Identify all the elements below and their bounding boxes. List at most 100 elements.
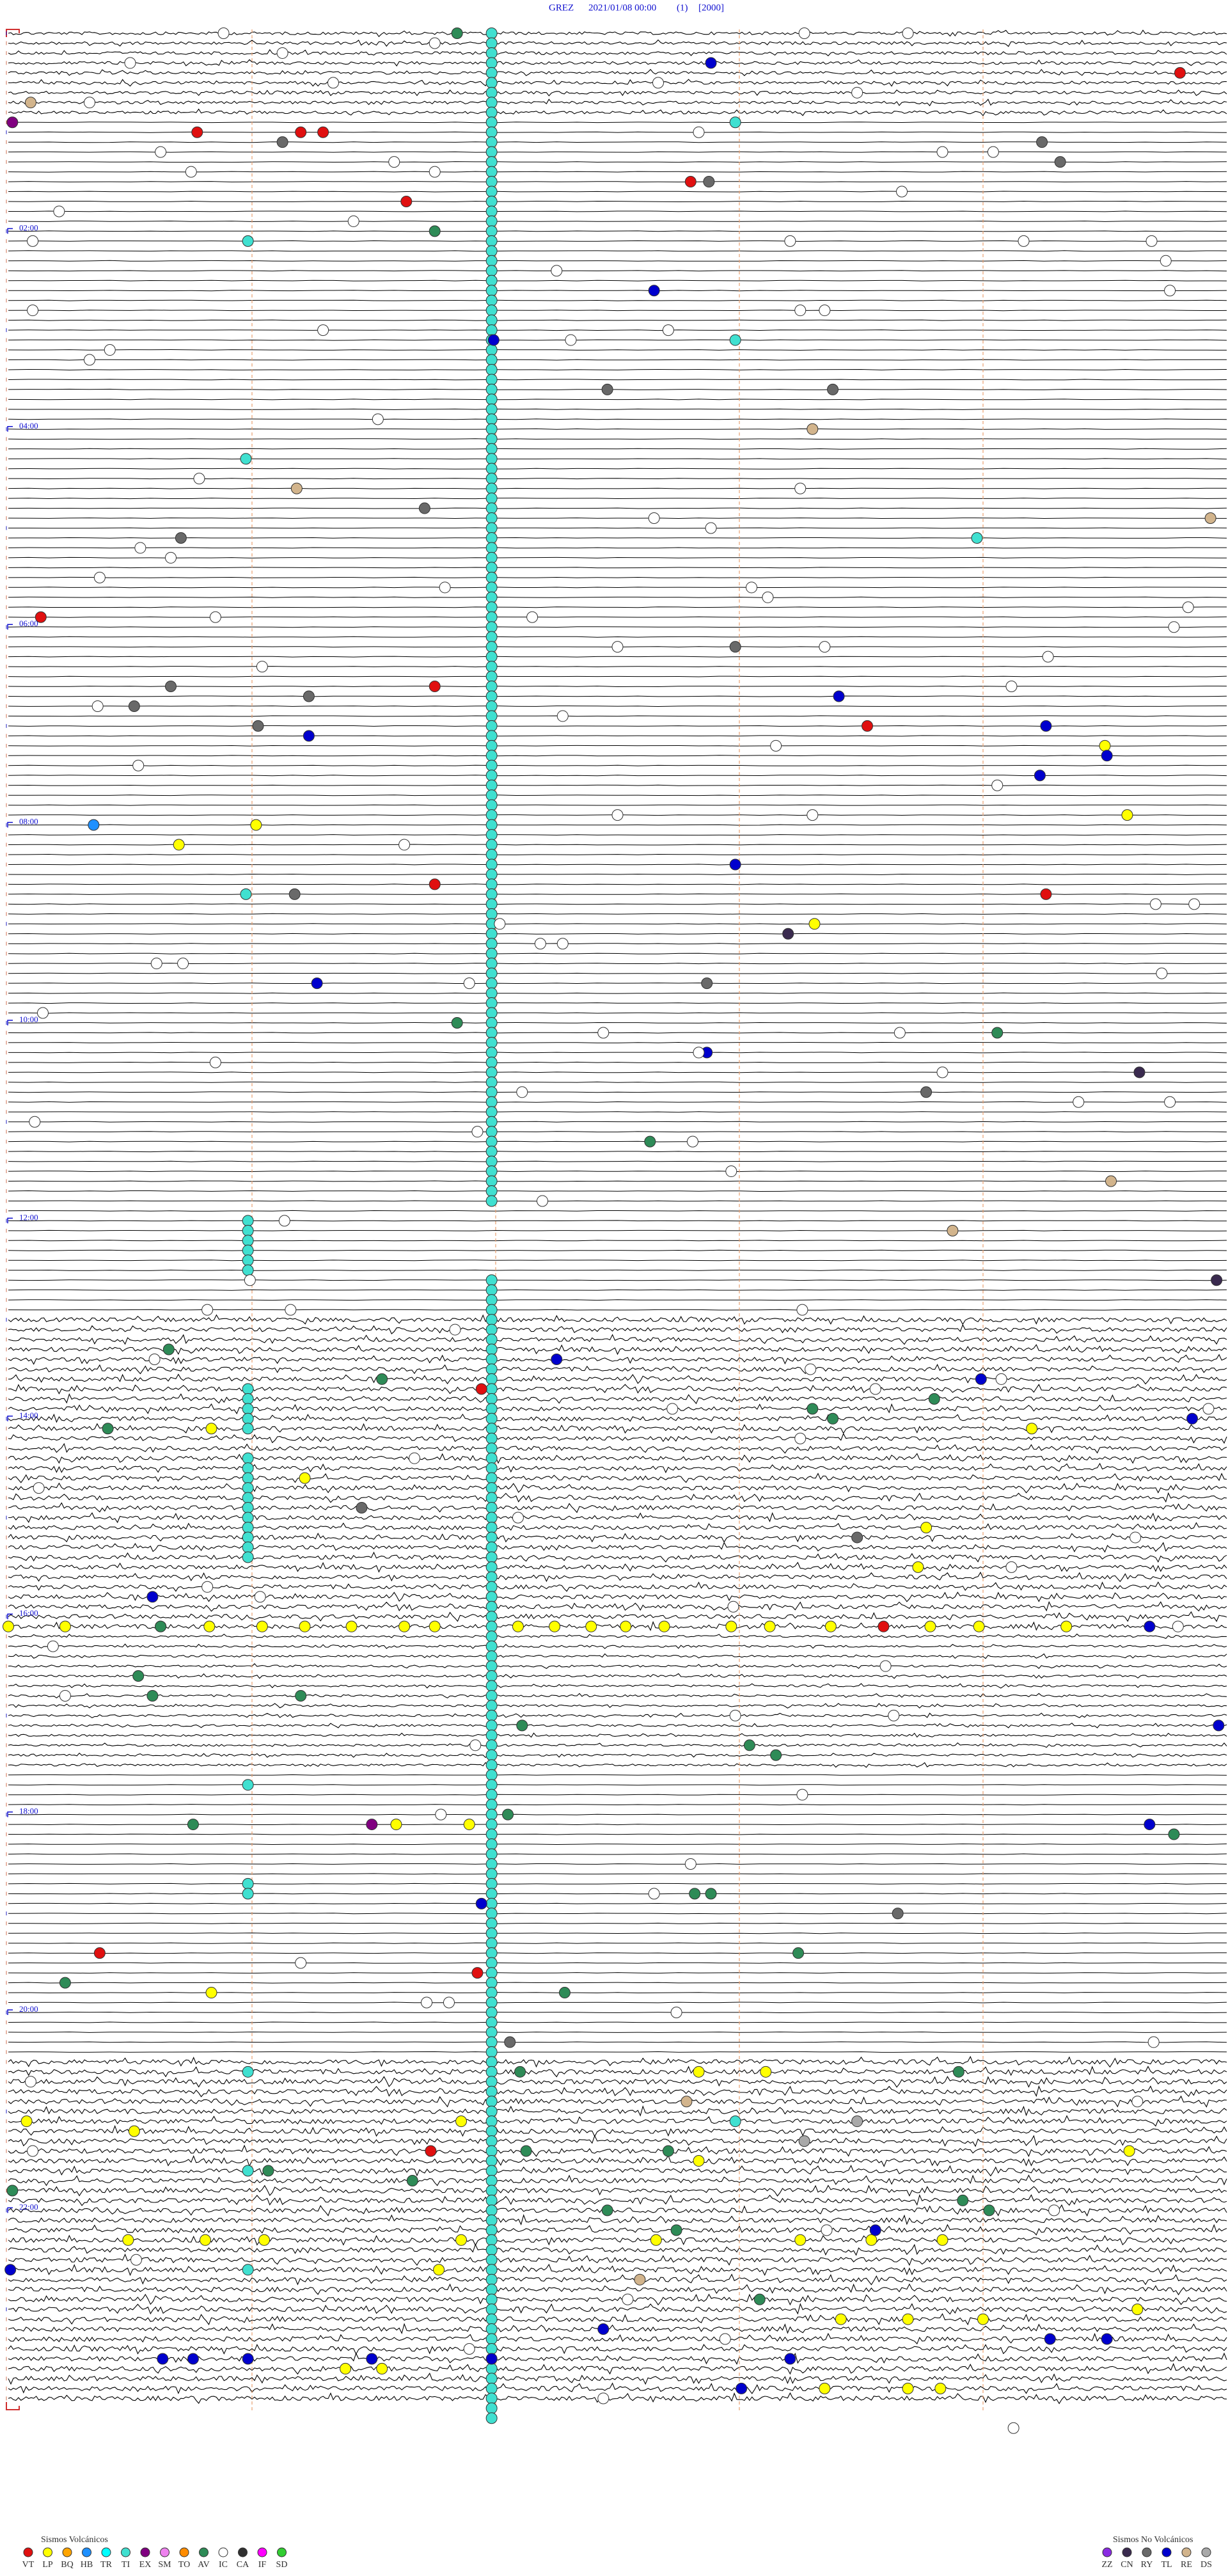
- event-marker: [719, 2333, 731, 2345]
- event-marker: [485, 898, 498, 910]
- event-marker: [666, 1403, 679, 1415]
- event-marker: [648, 1888, 660, 1900]
- event-marker: [485, 868, 498, 880]
- event-marker: [770, 739, 782, 752]
- event-marker: [485, 621, 498, 633]
- event-marker: [729, 858, 741, 871]
- event-marker: [242, 1244, 254, 1256]
- event-marker: [485, 433, 498, 445]
- event-marker: [485, 2105, 498, 2117]
- trace: [8, 1522, 1227, 1531]
- event-marker: [187, 1819, 199, 1831]
- event-marker: [1034, 770, 1046, 782]
- trace: [8, 1571, 1227, 1583]
- event-marker: [485, 1600, 498, 1613]
- event-marker: [242, 1492, 254, 1504]
- trace: [8, 2085, 1227, 2098]
- event-marker: [150, 958, 162, 970]
- event-marker: [485, 1373, 498, 1385]
- event-marker: [819, 304, 831, 317]
- event-marker: [485, 2174, 498, 2186]
- trace: [8, 557, 1227, 558]
- event-marker: [485, 493, 498, 505]
- event-marker: [175, 532, 187, 544]
- legend-marker: [277, 2547, 287, 2557]
- event-marker: [485, 770, 498, 782]
- event-marker: [485, 2273, 498, 2286]
- legend-marker: [121, 2547, 130, 2557]
- legend-title: Sismos No Volcánicos: [1113, 2535, 1193, 2545]
- event-marker: [485, 265, 498, 277]
- event-marker: [242, 1423, 254, 1435]
- event-marker: [485, 1512, 498, 1524]
- trace: [8, 1752, 1227, 1758]
- event-marker: [376, 2362, 388, 2375]
- event-marker: [611, 641, 624, 653]
- event-marker: [317, 126, 329, 138]
- event-marker: [485, 37, 498, 49]
- trace: [8, 1902, 1227, 1904]
- event-marker: [896, 186, 908, 198]
- event-marker: [463, 977, 475, 990]
- event-marker: [485, 1056, 498, 1068]
- event-marker: [601, 2204, 613, 2216]
- event-marker: [485, 374, 498, 386]
- event-marker: [869, 1383, 881, 1395]
- event-marker: [242, 235, 254, 247]
- event-marker: [485, 1423, 498, 1435]
- hour-bracket: [7, 1811, 13, 1817]
- trace: [8, 1643, 1227, 1649]
- event-marker: [485, 2115, 498, 2128]
- event-marker: [157, 2353, 169, 2365]
- trace: [8, 329, 1227, 331]
- legend-code: CA: [237, 2560, 249, 2570]
- event-marker: [165, 551, 177, 564]
- event-marker: [485, 67, 498, 79]
- event-marker: [134, 542, 146, 554]
- trace: [8, 487, 1227, 489]
- hour-label: 16:00: [19, 1608, 38, 1618]
- event-marker: [1121, 809, 1133, 821]
- event-marker: [485, 1096, 498, 1108]
- event-marker: [485, 344, 498, 356]
- trace: [8, 705, 1227, 707]
- event-marker: [242, 1888, 254, 1900]
- event-marker: [187, 2353, 199, 2365]
- event-marker: [485, 888, 498, 900]
- event-marker: [485, 1135, 498, 1148]
- trace: [8, 1403, 1227, 1414]
- trace: [8, 2352, 1227, 2365]
- event-marker: [485, 2234, 498, 2246]
- event-marker: [485, 2313, 498, 2325]
- event-marker: [122, 2234, 134, 2246]
- event-marker: [526, 611, 539, 623]
- event-marker: [132, 759, 145, 771]
- event-marker: [1164, 1096, 1176, 1108]
- event-marker: [84, 354, 95, 366]
- event-marker: [485, 57, 498, 69]
- event-marker: [1144, 1819, 1156, 1831]
- event-marker: [701, 977, 713, 990]
- legend-marker: [1201, 2547, 1211, 2557]
- trace: [8, 2373, 1227, 2385]
- event-marker: [91, 700, 104, 712]
- event-marker: [485, 473, 498, 485]
- event-marker: [366, 2353, 378, 2365]
- event-marker: [59, 1689, 71, 1702]
- hour-label: 02:00: [19, 223, 38, 232]
- trace: [8, 2224, 1227, 2236]
- trace: [8, 141, 1227, 143]
- trace: [8, 1002, 1227, 1004]
- event-marker: [88, 819, 100, 831]
- event-marker: [485, 205, 498, 217]
- event-marker: [485, 1719, 498, 1732]
- event-marker: [1188, 898, 1200, 910]
- event-marker: [485, 1294, 498, 1306]
- legend-code: AV: [198, 2560, 209, 2570]
- event-marker: [597, 1027, 610, 1039]
- event-marker: [634, 2273, 646, 2286]
- event-marker: [485, 47, 498, 59]
- event-marker: [205, 1423, 217, 1435]
- trace: [8, 1502, 1227, 1513]
- event-marker: [746, 581, 758, 594]
